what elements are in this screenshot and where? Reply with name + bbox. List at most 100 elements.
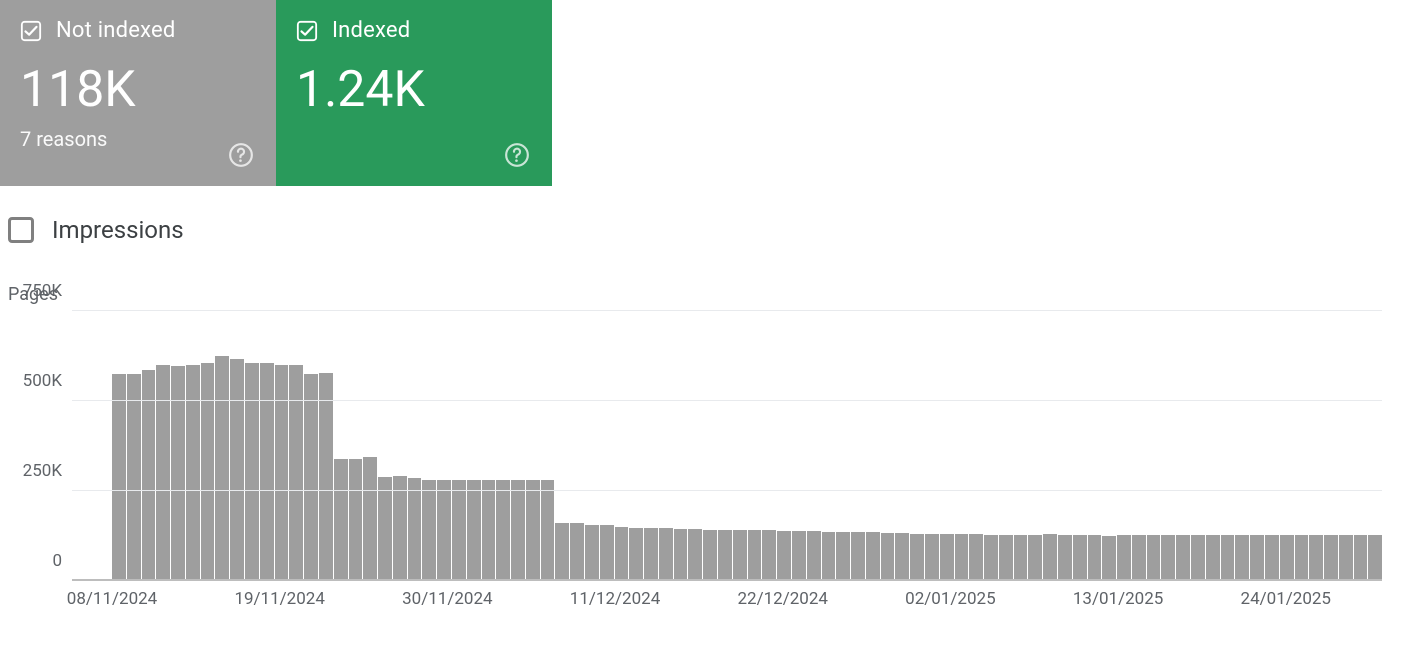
impressions-toggle-row: Impressions	[0, 186, 1412, 244]
bar[interactable]	[1265, 535, 1279, 581]
plot-area	[72, 311, 1382, 581]
bar[interactable]	[955, 534, 969, 581]
bar[interactable]	[437, 480, 451, 581]
bar[interactable]	[822, 532, 836, 581]
bar[interactable]	[999, 535, 1013, 581]
bar[interactable]	[733, 530, 747, 581]
bar[interactable]	[1221, 535, 1235, 581]
bar[interactable]	[615, 527, 629, 581]
bar[interactable]	[142, 370, 156, 581]
bar[interactable]	[245, 363, 259, 581]
bar[interactable]	[748, 530, 762, 581]
card-title: Not indexed	[56, 18, 175, 43]
bar[interactable]	[319, 373, 333, 581]
bar[interactable]	[201, 363, 215, 581]
bar[interactable]	[674, 529, 688, 581]
bar[interactable]	[1147, 535, 1161, 581]
bar[interactable]	[511, 480, 525, 581]
bar[interactable]	[1132, 535, 1146, 581]
bar[interactable]	[1339, 535, 1353, 581]
bar[interactable]	[570, 523, 584, 581]
bar[interactable]	[555, 523, 569, 581]
bar[interactable]	[1088, 535, 1102, 581]
bar[interactable]	[186, 365, 200, 581]
bar[interactable]	[496, 480, 510, 581]
bar[interactable]	[659, 528, 673, 581]
bar[interactable]	[1161, 535, 1175, 581]
help-icon[interactable]	[504, 142, 530, 168]
bar[interactable]	[1043, 534, 1057, 581]
bar[interactable]	[969, 534, 983, 581]
bar[interactable]	[807, 531, 821, 581]
bar[interactable]	[1176, 535, 1190, 581]
bar[interactable]	[792, 531, 806, 581]
bar[interactable]	[1028, 535, 1042, 581]
bar[interactable]	[422, 480, 436, 581]
bar[interactable]	[452, 480, 466, 581]
bar[interactable]	[112, 374, 126, 581]
bar[interactable]	[304, 374, 318, 581]
bar[interactable]	[1014, 535, 1028, 581]
bar[interactable]	[171, 366, 185, 581]
checkbox-checked-icon[interactable]	[296, 20, 318, 42]
bar[interactable]	[866, 532, 880, 581]
bar[interactable]	[334, 459, 348, 581]
bar[interactable]	[1354, 535, 1368, 581]
bar[interactable]	[600, 525, 614, 581]
card-indexed[interactable]: Indexed 1.24K	[276, 0, 552, 186]
bar[interactable]	[925, 534, 939, 581]
bar[interactable]	[349, 459, 363, 581]
bar[interactable]	[156, 365, 170, 581]
checkbox-checked-icon[interactable]	[20, 20, 42, 42]
bar[interactable]	[482, 480, 496, 581]
bar[interactable]	[467, 480, 481, 581]
bar[interactable]	[275, 365, 289, 581]
gridline	[72, 400, 1382, 401]
bar[interactable]	[1117, 535, 1131, 581]
bar[interactable]	[1102, 536, 1116, 581]
bar[interactable]	[585, 525, 599, 581]
bar[interactable]	[836, 532, 850, 581]
bar[interactable]	[1058, 535, 1072, 581]
bar[interactable]	[541, 480, 555, 581]
help-icon[interactable]	[228, 142, 254, 168]
bar[interactable]	[881, 533, 895, 581]
bar[interactable]	[644, 528, 658, 581]
bar[interactable]	[526, 480, 540, 581]
bar[interactable]	[1280, 535, 1294, 581]
card-title: Indexed	[332, 18, 410, 43]
bar[interactable]	[127, 374, 141, 581]
bar[interactable]	[1368, 535, 1382, 581]
x-tick-label: 22/12/2024	[737, 589, 827, 609]
bar[interactable]	[718, 530, 732, 581]
bar[interactable]	[393, 476, 407, 581]
bar[interactable]	[1206, 535, 1220, 581]
card-not-indexed[interactable]: Not indexed 118K 7 reasons	[0, 0, 276, 186]
bar[interactable]	[408, 478, 422, 581]
bar[interactable]	[895, 533, 909, 581]
x-tick-label: 11/12/2024	[570, 589, 660, 609]
bar[interactable]	[1295, 535, 1309, 581]
bar[interactable]	[260, 363, 274, 581]
bar[interactable]	[851, 532, 865, 581]
bar[interactable]	[378, 477, 392, 581]
bar[interactable]	[910, 534, 924, 581]
bar[interactable]	[289, 365, 303, 581]
bar[interactable]	[940, 534, 954, 581]
bar[interactable]	[1073, 535, 1087, 581]
bar[interactable]	[1324, 535, 1338, 581]
bar[interactable]	[1235, 535, 1249, 581]
bar[interactable]	[688, 529, 702, 581]
bar[interactable]	[762, 530, 776, 581]
bar[interactable]	[215, 356, 229, 581]
bar[interactable]	[703, 530, 717, 581]
bar[interactable]	[777, 531, 791, 581]
bar[interactable]	[1191, 535, 1205, 581]
bar[interactable]	[984, 535, 998, 581]
bar[interactable]	[1250, 535, 1264, 581]
bar[interactable]	[230, 359, 244, 581]
bar[interactable]	[1309, 535, 1323, 581]
bar[interactable]	[363, 457, 377, 581]
impressions-checkbox[interactable]	[8, 217, 34, 243]
bar[interactable]	[629, 528, 643, 581]
